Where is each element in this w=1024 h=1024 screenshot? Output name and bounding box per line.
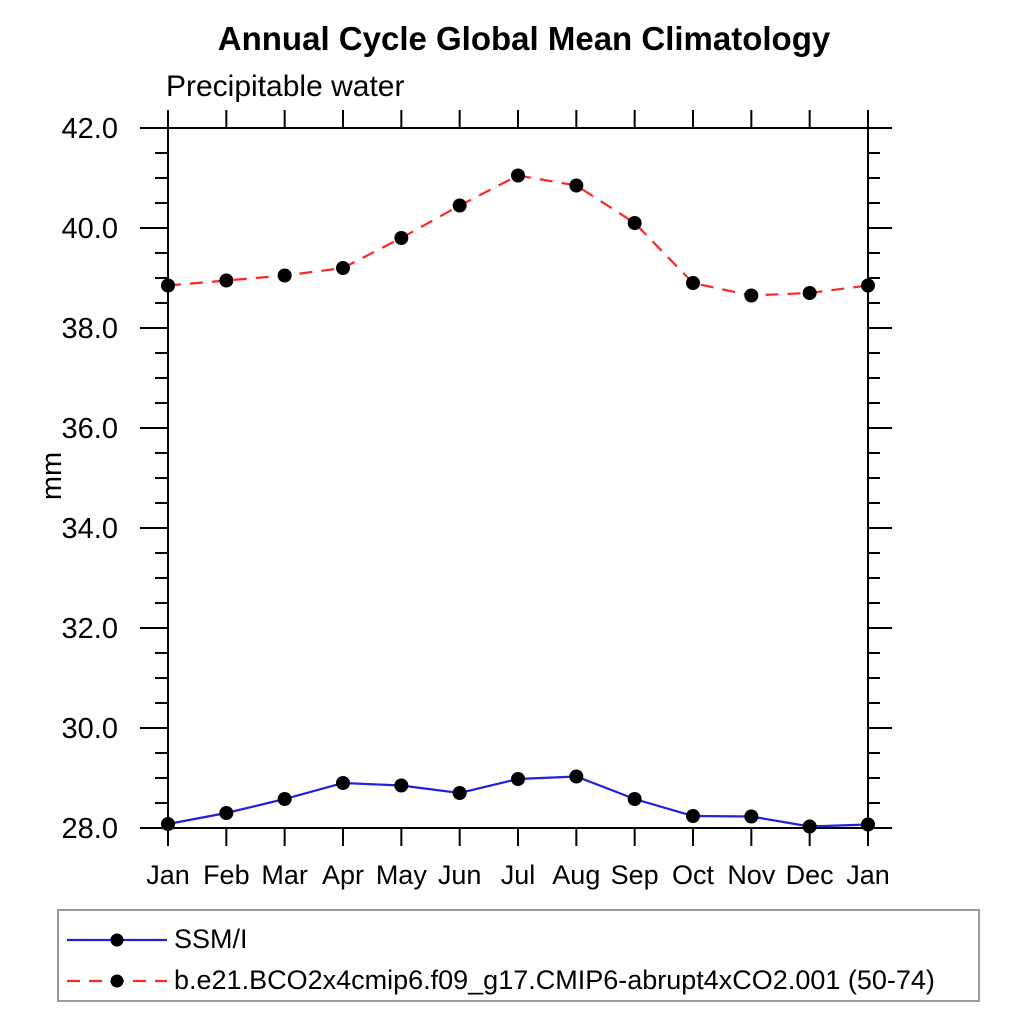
data-point-marker bbox=[277, 792, 292, 806]
x-tick-label: Feb bbox=[203, 860, 250, 890]
x-tick-label: Oct bbox=[672, 860, 715, 890]
y-tick-label: 32.0 bbox=[62, 613, 118, 645]
data-point-marker bbox=[686, 809, 700, 823]
data-point-marker bbox=[861, 278, 875, 293]
data-point-marker bbox=[744, 809, 759, 824]
x-tick-label: Mar bbox=[261, 860, 308, 890]
legend-key-model-line bbox=[67, 974, 167, 987]
legend-item-model: b.e21.BCO2x4cmip6.f09_g17.CMIP6-abrupt4x… bbox=[64, 960, 978, 1001]
data-point-marker bbox=[802, 286, 817, 300]
x-tick-label: Jun bbox=[438, 860, 482, 890]
data-point-marker bbox=[394, 778, 409, 793]
x-tick-label: Jan bbox=[146, 860, 190, 890]
data-point-marker bbox=[802, 819, 817, 834]
data-point-marker bbox=[861, 817, 875, 832]
data-point-marker bbox=[452, 198, 467, 213]
data-point-marker bbox=[336, 776, 350, 790]
x-tick-label: Dec bbox=[786, 860, 834, 890]
legend-label-ssmi: SSM/I bbox=[174, 924, 248, 954]
legend-box: SSM/I b.e21.BCO2x4cmip6.f09_g17.CMIP6-ab… bbox=[57, 909, 980, 1002]
data-point-marker bbox=[394, 231, 409, 245]
x-tick-label: Jan bbox=[846, 860, 890, 890]
y-tick-label: 34.0 bbox=[62, 513, 118, 545]
x-tick-label: Sep bbox=[611, 860, 659, 890]
x-tick-label: Jul bbox=[501, 860, 536, 890]
y-tick-label: 40.0 bbox=[62, 213, 118, 245]
x-tick-label: May bbox=[376, 860, 428, 890]
data-point-marker bbox=[569, 178, 584, 193]
data-point-marker bbox=[219, 806, 234, 820]
legend-item-ssmi: SSM/I bbox=[64, 919, 978, 960]
data-point-marker bbox=[511, 168, 525, 183]
chart-subtitle: Precipitable water bbox=[166, 70, 405, 103]
legend-key-ssmi-line bbox=[67, 933, 167, 946]
plot-frame bbox=[167, 127, 869, 829]
y-tick-label: 28.0 bbox=[62, 813, 118, 845]
x-tick-label: Aug bbox=[552, 860, 600, 890]
data-point-marker bbox=[161, 278, 175, 293]
y-tick-label: 42.0 bbox=[62, 113, 118, 145]
chart-title: Annual Cycle Global Mean Climatology bbox=[217, 20, 831, 57]
x-tick-label: Nov bbox=[727, 860, 776, 890]
data-point-marker bbox=[686, 276, 700, 290]
y-tick-label: 38.0 bbox=[62, 313, 118, 345]
x-tick-label: Apr bbox=[322, 860, 364, 890]
plot-area: Jan Feb Mar Apr May Jun Jul Aug Sep Oct Nov Dec Jan 2… bbox=[62, 110, 892, 890]
data-point-marker bbox=[161, 817, 175, 831]
legend-label-model: b.e21.BCO2x4cmip6.f09_g17.CMIP6-abrupt4x… bbox=[174, 965, 935, 995]
data-point-marker bbox=[511, 772, 525, 786]
data-point-marker bbox=[277, 268, 292, 283]
data-point-marker bbox=[219, 273, 234, 288]
data-point-marker bbox=[744, 288, 759, 303]
y-tick-label: 36.0 bbox=[62, 413, 118, 445]
series-line-1 bbox=[167, 174, 869, 297]
y-tick-label: 30.0 bbox=[62, 713, 118, 745]
data-point-marker bbox=[336, 261, 350, 275]
data-point-marker bbox=[627, 792, 642, 806]
data-point-marker bbox=[452, 786, 467, 800]
data-point-marker bbox=[569, 769, 584, 784]
data-point-marker bbox=[627, 216, 642, 230]
